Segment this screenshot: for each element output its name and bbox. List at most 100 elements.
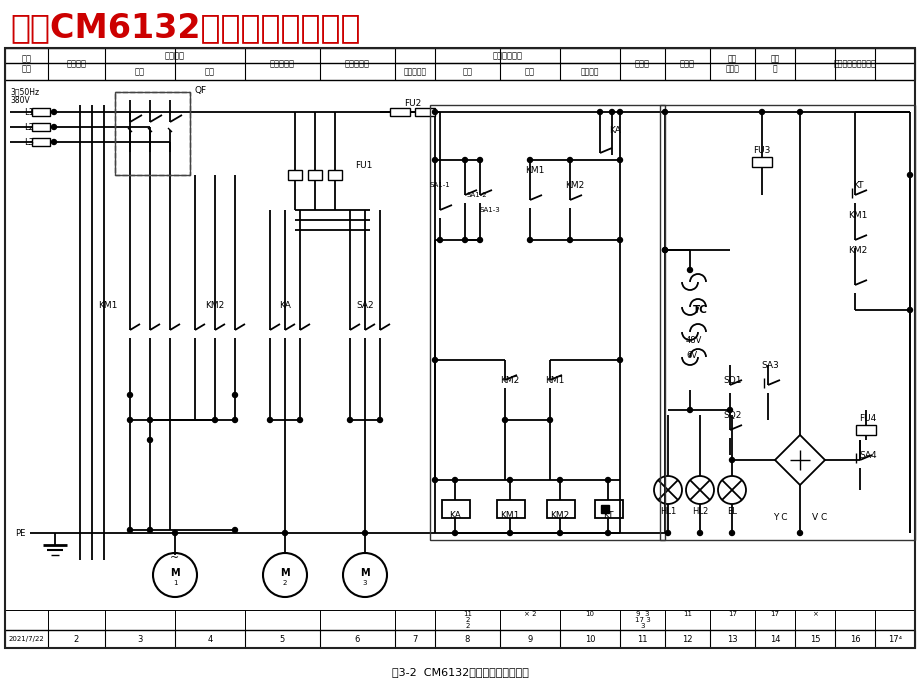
- Circle shape: [477, 237, 482, 242]
- Circle shape: [557, 477, 562, 482]
- Text: 15: 15: [809, 635, 820, 644]
- Text: 7: 7: [412, 635, 417, 644]
- Circle shape: [617, 237, 622, 242]
- Circle shape: [507, 531, 512, 535]
- Circle shape: [727, 408, 732, 413]
- Text: KT: KT: [602, 511, 613, 520]
- Circle shape: [282, 531, 287, 535]
- Circle shape: [617, 110, 622, 115]
- Circle shape: [347, 417, 352, 422]
- Text: 12: 12: [682, 635, 692, 644]
- Circle shape: [173, 531, 177, 535]
- Text: KM1: KM1: [98, 301, 118, 310]
- Text: 3: 3: [137, 635, 142, 644]
- Circle shape: [147, 527, 153, 533]
- Circle shape: [462, 237, 467, 242]
- Bar: [429, 105, 664, 540]
- Circle shape: [377, 417, 382, 422]
- Text: KM1: KM1: [847, 210, 867, 219]
- Circle shape: [452, 531, 457, 535]
- Circle shape: [527, 237, 532, 242]
- Bar: [308, 170, 322, 180]
- Text: SA2: SA2: [356, 301, 373, 310]
- Bar: [32, 123, 50, 131]
- Circle shape: [617, 157, 622, 163]
- Text: 液压泵电机: 液压泵电机: [269, 59, 295, 68]
- Circle shape: [51, 139, 56, 144]
- Circle shape: [608, 110, 614, 115]
- Text: 11: 11: [682, 611, 691, 617]
- Text: HL2: HL2: [691, 508, 708, 517]
- Circle shape: [432, 477, 437, 482]
- Text: ×: ×: [811, 611, 817, 617]
- Text: FU1: FU1: [355, 161, 372, 170]
- Circle shape: [51, 124, 56, 130]
- Bar: [115, 92, 190, 175]
- Bar: [32, 138, 50, 146]
- Text: 1: 1: [173, 580, 177, 586]
- Circle shape: [662, 248, 667, 253]
- Text: 380V: 380V: [10, 95, 29, 104]
- Circle shape: [797, 531, 801, 535]
- Text: KM1: KM1: [525, 166, 544, 175]
- Circle shape: [233, 393, 237, 397]
- Text: 48V: 48V: [686, 335, 701, 344]
- Text: KA: KA: [278, 301, 290, 310]
- Text: TC: TC: [692, 305, 707, 315]
- Circle shape: [432, 110, 437, 115]
- Circle shape: [759, 110, 764, 115]
- Bar: [441, 500, 470, 518]
- Circle shape: [662, 110, 667, 115]
- Circle shape: [147, 417, 153, 422]
- Circle shape: [527, 157, 532, 163]
- Text: 4: 4: [207, 635, 212, 644]
- Text: KM1: KM1: [500, 511, 519, 520]
- Circle shape: [617, 357, 622, 362]
- Circle shape: [596, 110, 602, 115]
- Circle shape: [567, 237, 572, 242]
- Text: M: M: [170, 568, 179, 578]
- Text: FU3: FU3: [753, 146, 770, 155]
- Text: 2: 2: [465, 623, 470, 629]
- Text: FU2: FU2: [404, 99, 421, 108]
- Circle shape: [362, 531, 367, 535]
- Text: 9  3: 9 3: [635, 611, 649, 617]
- Text: 17: 17: [727, 611, 736, 617]
- Text: 6: 6: [355, 635, 360, 644]
- Text: SA3: SA3: [760, 360, 778, 370]
- Text: SA1-3: SA1-3: [480, 207, 500, 213]
- Circle shape: [233, 417, 237, 422]
- Bar: [595, 500, 622, 518]
- Text: 正转: 正转: [135, 67, 145, 76]
- Bar: [414, 108, 435, 116]
- Text: KM2: KM2: [205, 301, 224, 310]
- Text: 17: 17: [770, 611, 778, 617]
- Bar: [32, 108, 50, 116]
- Text: × 2: × 2: [523, 611, 536, 617]
- Text: 11: 11: [462, 611, 471, 617]
- Circle shape: [233, 527, 237, 533]
- Text: 电磁离合器制动装置: 电磁离合器制动装置: [833, 59, 876, 68]
- Circle shape: [547, 417, 552, 422]
- Circle shape: [432, 357, 437, 362]
- Text: 正转: 正转: [462, 67, 472, 76]
- Circle shape: [605, 477, 610, 482]
- Circle shape: [437, 237, 442, 242]
- Circle shape: [686, 268, 692, 273]
- Text: L3: L3: [24, 137, 34, 146]
- Circle shape: [212, 417, 217, 422]
- Text: 5: 5: [279, 635, 285, 644]
- Circle shape: [557, 531, 562, 535]
- Circle shape: [697, 531, 702, 535]
- Text: L2: L2: [24, 123, 34, 132]
- Bar: [115, 92, 190, 175]
- Text: 16: 16: [849, 635, 859, 644]
- Text: 3: 3: [640, 623, 644, 629]
- Text: KA: KA: [608, 126, 620, 135]
- Text: KM1: KM1: [545, 375, 564, 384]
- Text: 冷却泵电机: 冷却泵电机: [345, 59, 369, 68]
- Text: 变速
指示灯: 变速 指示灯: [725, 55, 739, 74]
- Text: FU4: FU4: [858, 413, 876, 422]
- Text: 2021/7/22: 2021/7/22: [8, 636, 44, 642]
- Bar: [600, 505, 608, 513]
